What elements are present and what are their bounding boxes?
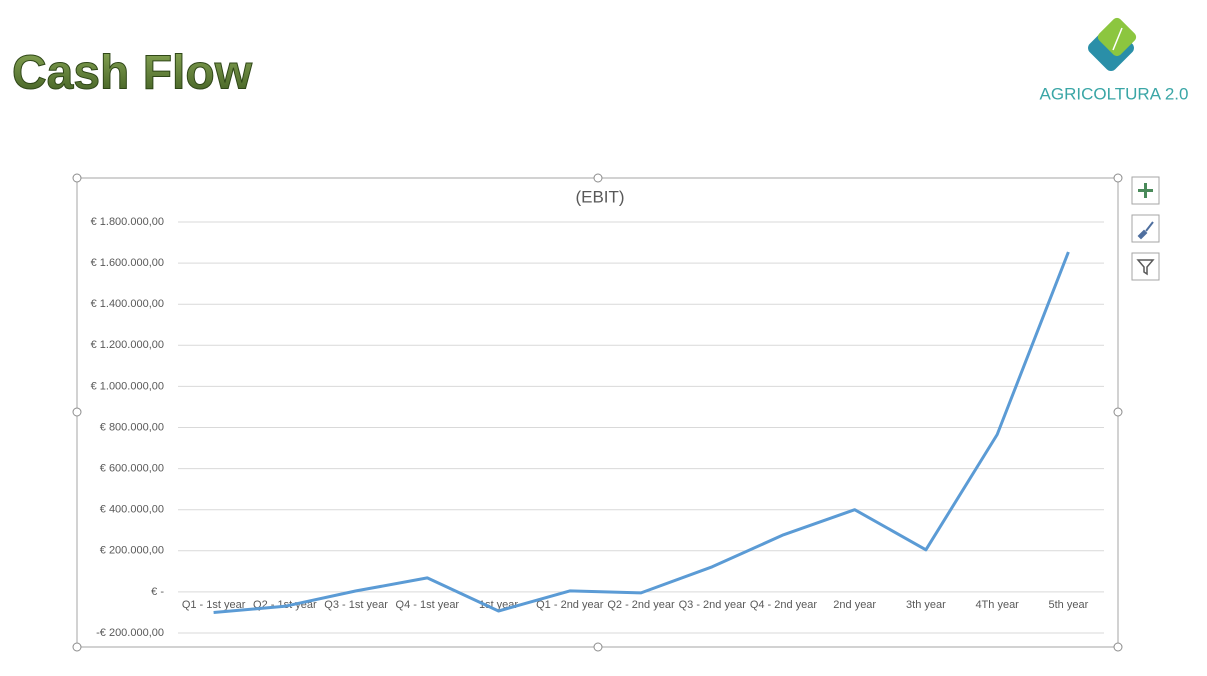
y-tick-label: € 1.200.000,00 bbox=[91, 339, 164, 351]
y-tick-label: € 800.000,00 bbox=[100, 421, 164, 433]
x-tick-label: Q3 - 1st year bbox=[324, 599, 388, 611]
y-tick-label: € 1.800.000,00 bbox=[91, 216, 164, 228]
x-tick-label: Q4 - 2nd year bbox=[750, 599, 818, 611]
selection-handles bbox=[72, 173, 1123, 652]
y-tick-label: -€ 200.000,00 bbox=[96, 627, 164, 639]
x-tick-label: 2nd year bbox=[833, 599, 876, 611]
x-tick-label: 4Th year bbox=[975, 599, 1019, 611]
x-tick-label: 3th year bbox=[906, 599, 946, 611]
y-tick-label: € 1.600.000,00 bbox=[91, 257, 164, 269]
x-tick-label: Q1 - 1st year bbox=[182, 599, 246, 611]
y-tick-label: € - bbox=[151, 586, 164, 598]
x-tick-label: Q1 - 2nd year bbox=[536, 599, 604, 611]
chart-title: (EBIT) bbox=[575, 187, 624, 206]
x-tick-label: Q3 - 2nd year bbox=[679, 599, 747, 611]
y-tick-label: € 1.400.000,00 bbox=[91, 298, 164, 310]
data-line bbox=[213, 251, 1070, 614]
x-tick-label: Q4 - 1st year bbox=[396, 599, 460, 611]
logo bbox=[1088, 17, 1137, 71]
chart-styles-button[interactable] bbox=[1131, 214, 1160, 243]
x-tick-label: Q2 - 2nd year bbox=[607, 599, 675, 611]
chart-elements-button[interactable] bbox=[1131, 176, 1160, 205]
x-tick-label: 5th year bbox=[1049, 599, 1089, 611]
chart-filters-button[interactable] bbox=[1131, 252, 1160, 281]
chart-frame bbox=[76, 177, 1119, 648]
y-tick-label: € 1.000.000,00 bbox=[91, 380, 164, 392]
logo-text: AGRICOLTURA 2.0 bbox=[1040, 84, 1189, 103]
y-tick-label: € 400.000,00 bbox=[100, 504, 164, 516]
slide-title: Cash Flow bbox=[12, 47, 253, 100]
y-tick-label: € 600.000,00 bbox=[100, 463, 164, 475]
y-tick-label: € 200.000,00 bbox=[100, 545, 164, 557]
